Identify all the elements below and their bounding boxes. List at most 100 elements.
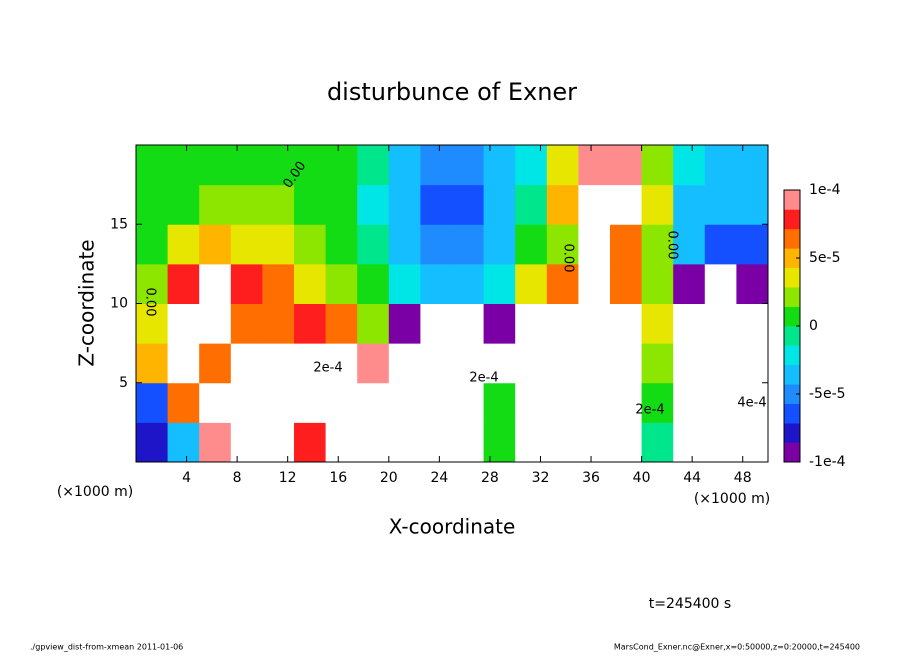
heatmap-cell bbox=[167, 382, 200, 423]
heatmap-cell bbox=[483, 422, 516, 463]
heatmap-cell bbox=[483, 303, 516, 344]
heatmap-cell bbox=[136, 343, 169, 384]
heatmap-cell bbox=[420, 343, 453, 384]
x-tick-label: 16 bbox=[329, 470, 347, 486]
heatmap-cell bbox=[578, 343, 611, 384]
heatmap-cell bbox=[515, 303, 548, 344]
heatmap-cell bbox=[388, 422, 421, 463]
heatmap-cell bbox=[388, 263, 421, 304]
heatmap-cell bbox=[420, 145, 453, 186]
heatmap-cell bbox=[452, 263, 485, 304]
heatmap-cell bbox=[641, 224, 674, 265]
heatmap-cell bbox=[199, 224, 232, 265]
heatmap-cell bbox=[546, 422, 579, 463]
heatmap-cell bbox=[167, 343, 200, 384]
heatmap-cell bbox=[262, 303, 295, 344]
contour-label: 2e-4 bbox=[313, 361, 342, 376]
heatmap-cell bbox=[420, 184, 453, 225]
heatmap-cell bbox=[673, 184, 706, 225]
heatmap-cell bbox=[294, 145, 327, 186]
colorbar-swatch bbox=[784, 326, 800, 346]
heatmap-cell bbox=[546, 303, 579, 344]
heatmap-cell bbox=[167, 263, 200, 304]
heatmap-cell bbox=[704, 145, 737, 186]
heatmap-cell bbox=[199, 145, 232, 186]
heatmap-cell bbox=[452, 422, 485, 463]
heatmap-cell bbox=[388, 184, 421, 225]
heatmap-cell bbox=[546, 184, 579, 225]
heatmap-cell bbox=[515, 145, 548, 186]
heatmap-cell bbox=[420, 224, 453, 265]
heatmap-cell bbox=[230, 303, 263, 344]
heatmap-cell bbox=[294, 422, 327, 463]
heatmap-cell bbox=[199, 343, 232, 384]
heatmap-cell bbox=[610, 263, 643, 304]
heatmap-cell bbox=[294, 224, 327, 265]
colorbar-swatch bbox=[784, 209, 800, 230]
heatmap-cell bbox=[546, 382, 579, 423]
heatmap-cell bbox=[673, 224, 706, 265]
heatmap-cell bbox=[262, 263, 295, 304]
heatmap-cell bbox=[262, 145, 295, 186]
heatmap-cell bbox=[199, 263, 232, 304]
heatmap-cell bbox=[610, 422, 643, 463]
heatmap-cell bbox=[325, 343, 358, 384]
heatmap-cell bbox=[452, 145, 485, 186]
heatmap-cell bbox=[610, 145, 643, 186]
heatmap-cell bbox=[578, 224, 611, 265]
heatmap-cell bbox=[610, 303, 643, 344]
heatmap-cell bbox=[357, 224, 390, 265]
heatmap-cell bbox=[294, 303, 327, 344]
x-tick-label: 48 bbox=[734, 470, 752, 486]
heatmap-cell bbox=[388, 343, 421, 384]
heatmap-cell bbox=[388, 145, 421, 186]
colorbar-swatch bbox=[784, 403, 800, 424]
heatmap-cell bbox=[136, 422, 169, 463]
heatmap-cell bbox=[673, 422, 706, 463]
heatmap-cell bbox=[578, 422, 611, 463]
heatmap-cell bbox=[578, 263, 611, 304]
contour-label: 2e-4 bbox=[635, 403, 664, 418]
heatmap-cell bbox=[325, 303, 358, 344]
heatmap-cell bbox=[515, 224, 548, 265]
heatmap-cell bbox=[736, 382, 769, 423]
colorbar-swatch bbox=[784, 423, 800, 443]
heatmap-cell bbox=[136, 303, 169, 344]
heatmap-cell bbox=[325, 422, 358, 463]
heatmap-cell bbox=[483, 382, 516, 423]
heatmap-cell bbox=[167, 184, 200, 225]
colorbar-swatch bbox=[784, 287, 800, 307]
x-tick-label: 8 bbox=[233, 470, 242, 486]
heatmap-cell bbox=[167, 422, 200, 463]
heatmap-cell bbox=[736, 224, 769, 265]
heatmap-cell bbox=[483, 263, 516, 304]
heatmap-cell bbox=[704, 224, 737, 265]
heatmap-cell bbox=[610, 382, 643, 423]
colorbar-swatch bbox=[784, 345, 800, 366]
colorbar-swatch bbox=[784, 364, 800, 385]
heatmap-cell bbox=[515, 382, 548, 423]
heatmap-cell bbox=[704, 343, 737, 384]
footer-right: MarsCond_Exner.nc@Exner,x=0:50000,z=0:20… bbox=[614, 643, 860, 652]
heatmap-cell bbox=[357, 422, 390, 463]
heatmap-cell bbox=[167, 224, 200, 265]
heatmap-cell bbox=[294, 184, 327, 225]
heatmap-cell bbox=[420, 422, 453, 463]
heatmap-cell bbox=[357, 145, 390, 186]
colorbar-tick-label: 5e-5 bbox=[809, 250, 840, 266]
colorbar-swatch bbox=[784, 190, 800, 210]
heatmap-cell bbox=[578, 184, 611, 225]
heatmap-cell bbox=[325, 382, 358, 423]
heatmap-cell bbox=[483, 224, 516, 265]
heatmap-cell bbox=[262, 382, 295, 423]
heatmap-cell bbox=[262, 224, 295, 265]
time-label: t=245400 s bbox=[649, 596, 731, 612]
heatmap-cell bbox=[483, 145, 516, 186]
x-tick-label: 12 bbox=[279, 470, 297, 486]
heatmap-cell bbox=[704, 184, 737, 225]
heatmap-cell bbox=[420, 382, 453, 423]
heatmap-cell bbox=[673, 382, 706, 423]
heatmap-cell bbox=[673, 263, 706, 304]
heatmap-cell bbox=[546, 145, 579, 186]
